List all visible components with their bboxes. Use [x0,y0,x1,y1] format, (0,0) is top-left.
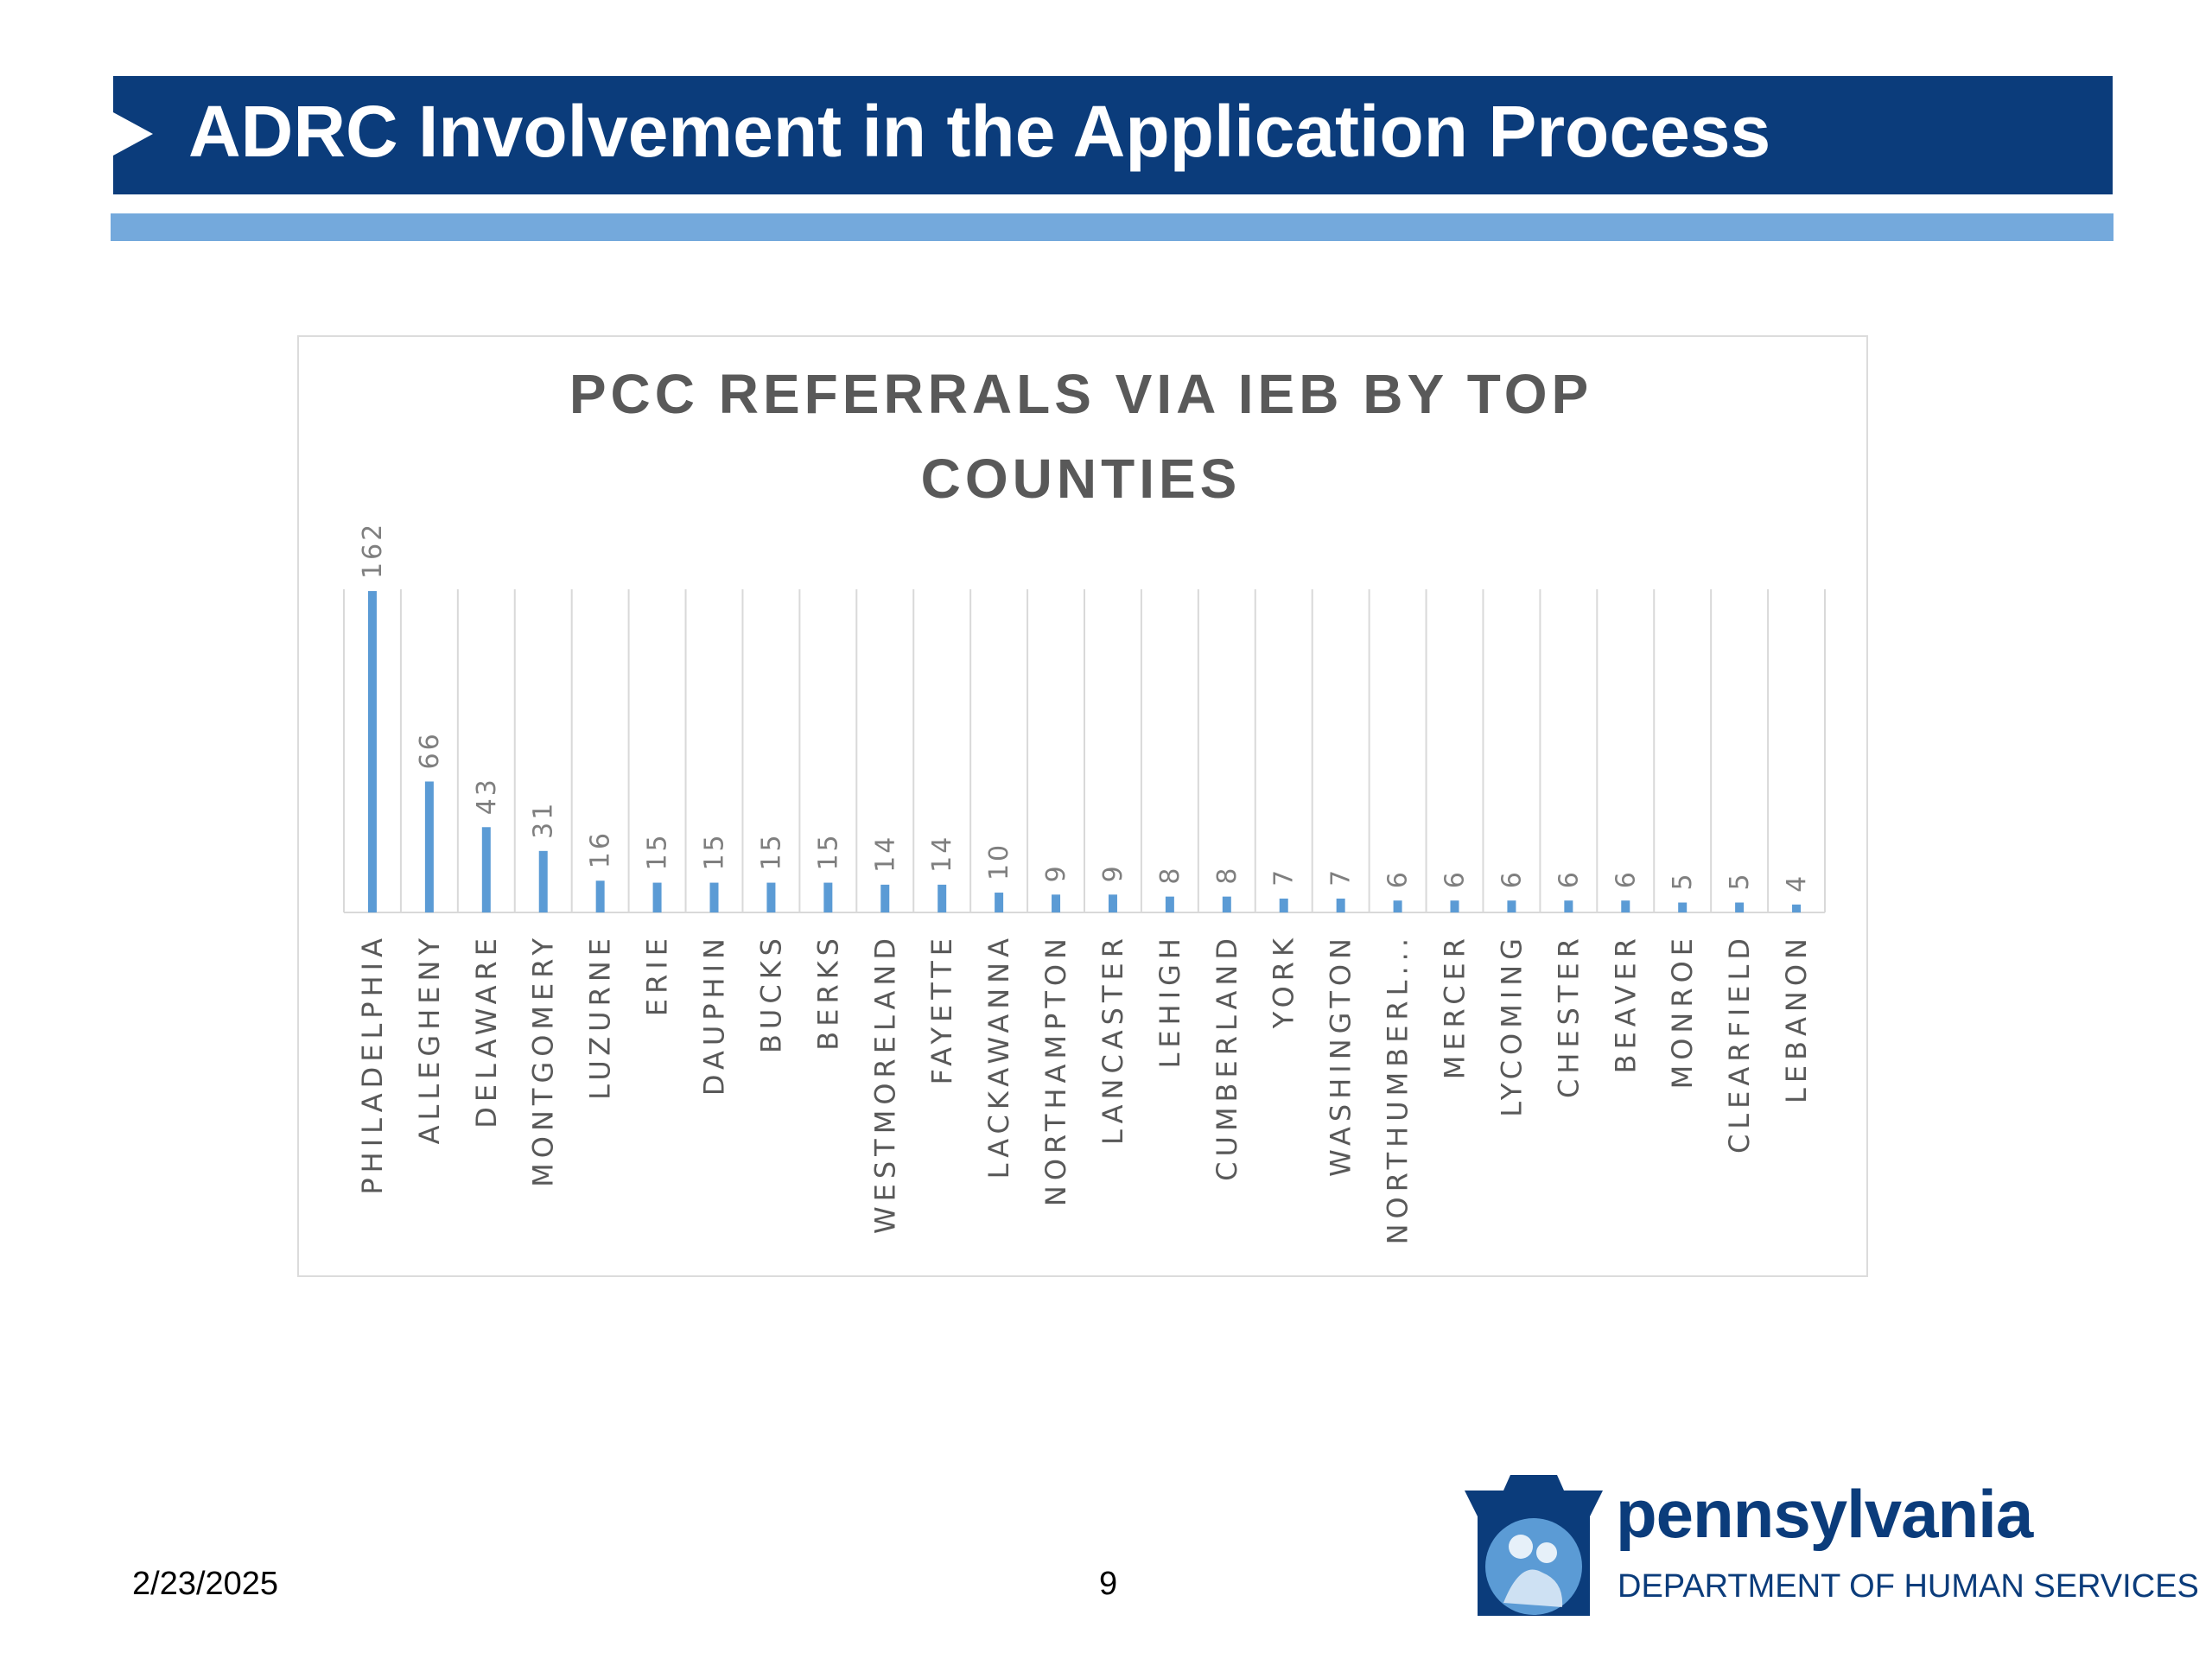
data-label: 8 [1155,866,1185,885]
bar-beaver [1621,900,1630,912]
x-tick-label: LANCASTER [1096,933,1129,1145]
bar-berks [823,882,833,912]
data-label: 6 [1383,869,1414,888]
data-label: 9 [1098,863,1128,882]
bar-westmoreland [880,884,890,912]
bar-lycoming [1507,900,1516,912]
x-tick-label: LYCOMING [1495,933,1528,1117]
x-tick-label: BERKS [811,933,844,1051]
x-tick-label: MONTGOMERY [527,933,560,1187]
pa-dhs-logo: pennsylvania DEPARTMENT OF HUMAN SERVICE… [1460,1473,2199,1620]
logo-wordmark: pennsylvania [1616,1476,2033,1552]
bar-northumberl [1393,900,1402,912]
bar-cumberland [1222,896,1231,912]
bar-york [1279,898,1288,912]
chart-title-line-1: PCC REFERRALS VIA IEB BY TOP [569,363,1592,425]
x-tick-label: ERIE [641,933,674,1016]
data-label: 15 [700,832,730,870]
x-tick-label: FAYETTE [925,933,958,1084]
bar-luzurne [595,880,605,912]
bar-clearfield [1735,902,1745,912]
header-arrow-icon [113,112,153,156]
x-tick-label: PHILADELPHIA [356,933,389,1195]
bar-washington [1336,898,1345,912]
page-number: 9 [1099,1566,1118,1602]
bar-delaware [481,827,491,912]
x-tick-label: MERCER [1439,933,1471,1079]
bar-northampton [1052,894,1061,912]
data-label: 31 [529,801,559,839]
data-label: 6 [1611,869,1641,888]
x-tick-label: CLEARFIELD [1723,933,1756,1154]
x-tick-label: BEAVER [1609,933,1642,1073]
chart-title-line-2: COUNTIES [921,448,1242,510]
x-tick-label: WASHINGTON [1325,933,1357,1177]
bar-erie [652,882,662,912]
bar-monroe [1678,902,1688,912]
gridlines [343,589,1826,912]
x-tick-label: LUZURNE [584,933,617,1100]
data-label: 6 [1440,869,1471,888]
x-tick-label: MONROE [1666,933,1699,1089]
data-label: 162 [358,522,388,579]
data-label: 7 [1269,868,1300,887]
x-tick-labels: PHILADELPHIA ALLEGHENY DELAWARE MONTGOMERY L… [356,933,1813,1244]
header-bar [113,76,2113,194]
bar-dauphin [709,882,719,912]
x-tick-label: NORTHUMBERL... [1382,933,1414,1244]
bar-bucks [766,882,776,912]
x-tick-label: NORTHAMPTON [1039,933,1072,1206]
bar-chester [1564,900,1573,912]
data-label: 6 [1554,869,1584,888]
bar-fayette [938,884,947,912]
data-label: 5 [1668,871,1698,890]
x-tick-label: ALLEGHENY [413,933,446,1144]
data-label: 15 [643,832,673,870]
x-tick-label: LACKAWANNA [982,933,1015,1179]
keystone-family-icon [1465,1475,1603,1616]
bar-lackawanna [995,893,1004,912]
bar-mercer [1450,900,1459,912]
data-label: 4 [1782,874,1812,893]
data-label: 66 [415,731,445,769]
bar-philadelphia [367,591,377,912]
data-label: 7 [1326,868,1357,887]
x-tick-label: LEBANON [1780,933,1813,1103]
data-label: 14 [870,835,900,873]
x-tick-label: LEHIGH [1154,933,1186,1068]
data-label: 5 [1725,871,1755,890]
data-label: 43 [472,777,502,815]
x-tick-label: WESTMORELAND [868,933,901,1234]
footer-date: 2/23/2025 [132,1566,279,1602]
x-tick-label: DELAWARE [470,933,503,1128]
data-label: 10 [984,842,1014,880]
bar-lehigh [1165,896,1174,912]
data-label: 15 [813,832,843,870]
data-label: 6 [1497,869,1527,888]
x-tick-label: CUMBERLAND [1211,933,1243,1181]
bar-montgomery [538,850,548,912]
accent-stripe [111,213,2113,241]
chart-svg: PCC REFERRALS VIA IEB BY TOP COUNTIES 16… [343,363,1826,1244]
x-tick-label: DAUPHIN [698,933,731,1096]
bar-lebanon [1792,904,1802,912]
bars [367,591,1802,912]
data-label: 9 [1041,863,1071,882]
x-tick-label: BUCKS [754,933,787,1053]
bar-lancaster [1108,894,1117,912]
data-label: 14 [927,835,957,873]
slide-title: ADRC Involvement in the Application Proc… [188,91,1771,172]
data-label: 15 [756,832,786,870]
bar-allegheny [424,781,434,912]
x-tick-label: CHESTER [1552,933,1585,1098]
data-label: 8 [1212,866,1243,885]
x-tick-label: YORK [1268,933,1300,1029]
logo-subtitle: DEPARTMENT OF HUMAN SERVICES [1618,1568,2199,1605]
data-label: 16 [586,830,616,868]
chart-container: PCC REFERRALS VIA IEB BY TOP COUNTIES 16… [297,335,1868,1277]
